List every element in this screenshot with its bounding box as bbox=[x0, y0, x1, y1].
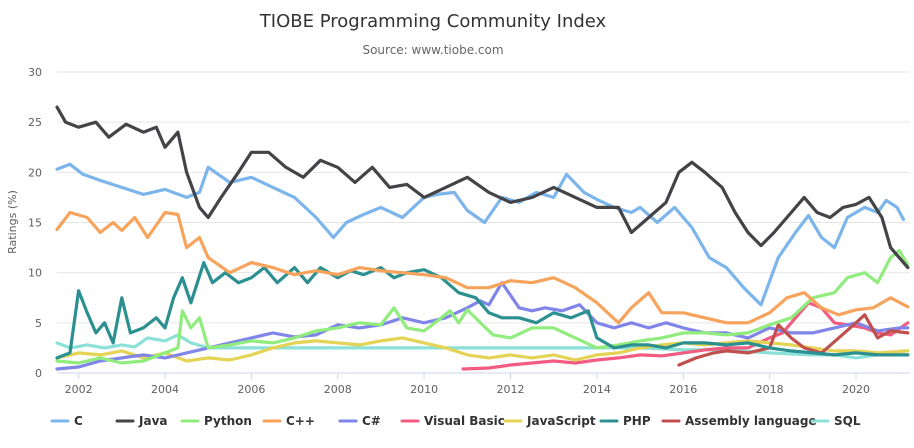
x-axis-ticks: 2002 2004 2006 2008 2010 2012 2014 2016 2018 2020 bbox=[65, 373, 870, 396]
series-line-python bbox=[55, 249, 910, 365]
legend-label: Java bbox=[138, 414, 167, 428]
x-tick-label: 2010 bbox=[410, 383, 438, 396]
legend-label: Python bbox=[204, 414, 252, 428]
x-tick-label: 2002 bbox=[65, 383, 93, 396]
series-line-sql bbox=[55, 333, 910, 360]
y-tick-label: 5 bbox=[35, 317, 42, 330]
legend-item-visual-basic[interactable]: Visual Basic bbox=[400, 414, 505, 428]
x-tick-label: 2018 bbox=[756, 383, 784, 396]
y-axis-ticks: 0 5 10 15 20 25 30 bbox=[28, 66, 42, 380]
legend-label: PHP bbox=[623, 414, 651, 428]
series-line-c bbox=[55, 162, 906, 307]
series-line-c bbox=[55, 210, 910, 325]
x-tick-label: 2016 bbox=[669, 383, 697, 396]
legend-label: C++ bbox=[286, 414, 315, 428]
series-line-assembly-language bbox=[677, 313, 910, 367]
legend-item-javascript[interactable]: JavaScript bbox=[503, 414, 596, 428]
chart-subtitle: Source: www.tiobe.com bbox=[362, 43, 503, 57]
legend-label: Assembly language bbox=[685, 414, 817, 428]
x-tick-label: 2006 bbox=[237, 383, 265, 396]
y-tick-label: 20 bbox=[28, 166, 42, 179]
y-tick-label: 15 bbox=[28, 217, 42, 230]
x-tick-label: 2008 bbox=[324, 383, 352, 396]
chart-title: TIOBE Programming Community Index bbox=[259, 11, 607, 32]
y-tick-label: 25 bbox=[28, 116, 42, 129]
x-tick-label: 2014 bbox=[583, 383, 611, 396]
x-tick-label: 2012 bbox=[496, 383, 524, 396]
y-axis-title: Ratings (%) bbox=[6, 190, 19, 254]
legend-item-c[interactable]: C bbox=[50, 414, 83, 428]
legend-item-assembly-language[interactable]: Assembly language bbox=[661, 414, 817, 428]
y-tick-label: 10 bbox=[28, 267, 42, 280]
series-line-javascript bbox=[55, 336, 910, 363]
legend-item-python[interactable]: Python bbox=[180, 414, 252, 428]
legend-item-c[interactable]: C++ bbox=[262, 414, 315, 428]
legend-label: C bbox=[74, 414, 83, 428]
legend-item-sql[interactable]: SQL bbox=[810, 414, 861, 428]
series-lines bbox=[55, 105, 910, 371]
legend-item-php[interactable]: PHP bbox=[599, 414, 651, 428]
legend-label: C# bbox=[362, 414, 381, 428]
legend-item-c[interactable]: C# bbox=[338, 414, 381, 428]
y-tick-label: 30 bbox=[28, 66, 42, 79]
legend: C Java Python C++ C# Visual Basic JavaScript PH… bbox=[50, 414, 861, 428]
y-tick-label: 0 bbox=[35, 367, 42, 380]
series-line-java bbox=[55, 105, 910, 270]
x-tick-label: 2004 bbox=[151, 383, 179, 396]
x-tick-label: 2020 bbox=[842, 383, 870, 396]
legend-label: Visual Basic bbox=[424, 414, 505, 428]
legend-label: JavaScript bbox=[526, 414, 596, 428]
legend-label: SQL bbox=[834, 414, 861, 428]
legend-item-java[interactable]: Java bbox=[115, 414, 167, 428]
